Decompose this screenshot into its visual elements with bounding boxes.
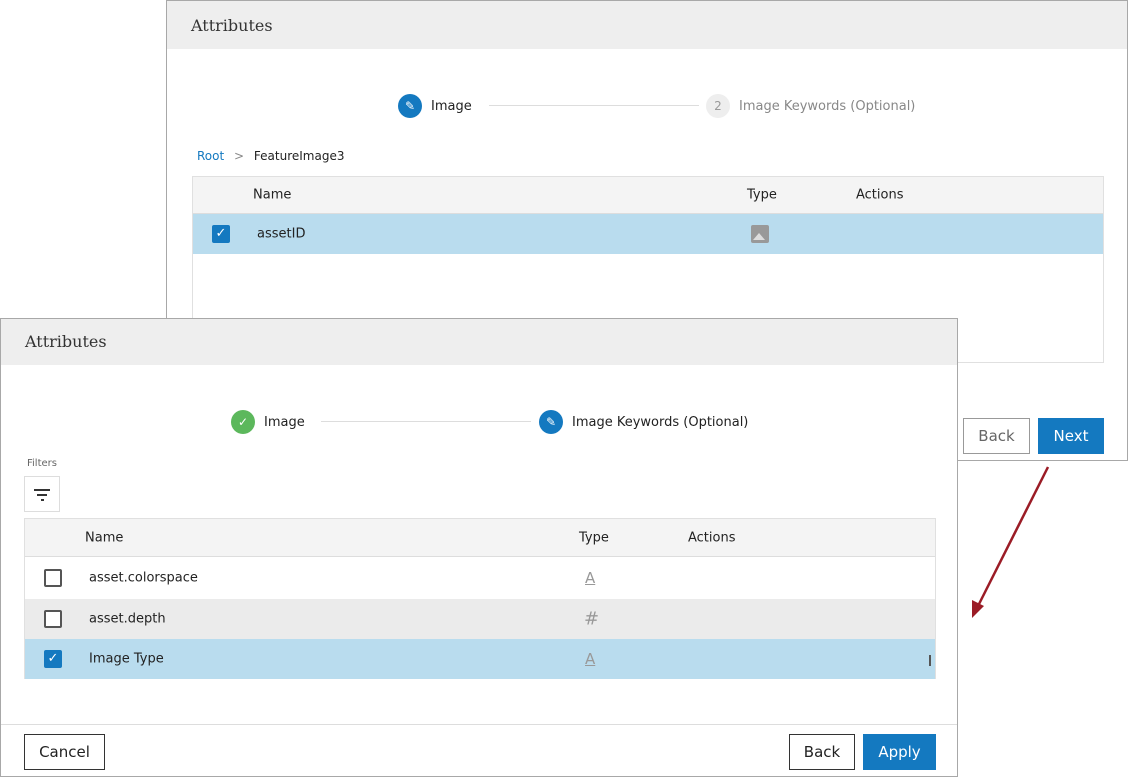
row-checkbox[interactable] (44, 569, 62, 587)
step-image-keywords: ✎ Image Keywords (Optional) (539, 410, 748, 434)
breadcrumb-separator: > (234, 149, 245, 163)
back-button[interactable]: Back (789, 734, 855, 770)
breadcrumb-root-link[interactable]: Root (197, 149, 225, 163)
text-type-icon: A (585, 650, 596, 668)
text-type-icon: A (585, 569, 596, 587)
table-header: Name Type Actions (25, 519, 935, 557)
step-label: Image (264, 414, 305, 430)
step-label: Image Keywords (Optional) (739, 98, 916, 114)
step-image: ✓ Image (231, 410, 305, 434)
row-name: asset.depth (89, 611, 166, 627)
number-hash-icon: # (584, 608, 600, 630)
pencil-icon: ✎ (398, 94, 422, 118)
dialog-title: Attributes (1, 319, 957, 365)
image-icon (751, 225, 769, 243)
row-name: Image Type (89, 651, 164, 667)
step-label: Image (431, 98, 472, 114)
dialog-title: Attributes (167, 1, 1127, 49)
column-type[interactable]: Type (579, 530, 609, 545)
row-name: assetID (257, 226, 306, 242)
row-checkbox[interactable]: ✓ (44, 650, 62, 668)
apply-button[interactable]: Apply (863, 734, 936, 770)
step-label: Image Keywords (Optional) (572, 414, 749, 430)
keywords-table: Name Type Actions asset.colorspace A ass… (24, 518, 936, 679)
annotation-arrow (972, 466, 1050, 618)
filters-label: Filters (27, 458, 57, 469)
step-number: 2 (706, 94, 730, 118)
step-connector (489, 105, 699, 106)
column-name[interactable]: Name (85, 530, 124, 545)
row-checkbox[interactable]: ✓ (212, 225, 230, 243)
table-row[interactable]: ✓ Image Type A (25, 639, 935, 679)
table-header: Name Type Actions (193, 177, 1103, 214)
column-name[interactable]: Name (253, 187, 292, 203)
column-type[interactable]: Type (747, 187, 777, 203)
attributes-table: Name Type Actions ✓ assetID (192, 176, 1104, 363)
checkmark-icon: ✓ (231, 410, 255, 434)
breadcrumb: Root > FeatureImage3 (197, 149, 344, 163)
filter-icon (34, 489, 50, 501)
table-row[interactable]: asset.depth # (25, 599, 935, 639)
step-connector (321, 421, 531, 422)
footer-divider (1, 724, 957, 725)
table-row[interactable]: ✓ assetID (193, 214, 1103, 254)
column-actions: Actions (856, 187, 904, 203)
step-image: ✎ Image (398, 94, 472, 118)
row-checkbox[interactable] (44, 610, 62, 628)
step-image-keywords: 2 Image Keywords (Optional) (706, 94, 915, 118)
breadcrumb-current: FeatureImage3 (253, 149, 345, 163)
row-name: asset.colorspace (89, 570, 198, 586)
pencil-icon: ✎ (539, 410, 563, 434)
column-resize-handle[interactable] (929, 655, 931, 666)
back-button[interactable]: Back (963, 418, 1030, 454)
column-actions: Actions (688, 530, 736, 545)
table-row[interactable]: asset.colorspace A (25, 557, 935, 599)
cancel-button[interactable]: Cancel (24, 734, 105, 770)
filter-button[interactable] (24, 476, 60, 512)
attributes-dialog-step2: Attributes ✓ Image ✎ Image Keywords (Opt… (0, 318, 958, 777)
next-button[interactable]: Next (1038, 418, 1104, 454)
